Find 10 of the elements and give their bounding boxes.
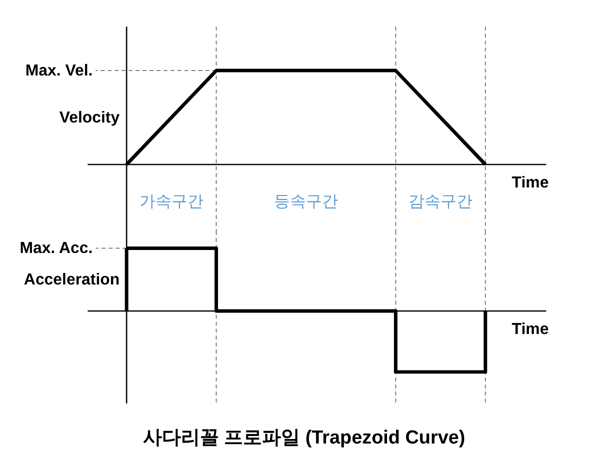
annotation: Max. Acc.	[20, 240, 93, 258]
text: 사다리꼴 프로파일 (Trapezoid Curve)	[142, 427, 466, 448]
x-axis-title: Time	[512, 320, 549, 338]
x-tick-label: 가속구간	[139, 191, 204, 210]
y-axis-title: Velocity	[59, 110, 120, 126]
annotation: Max. Vel.	[25, 62, 93, 80]
x-axis-title: Time	[512, 174, 549, 192]
x-tick-label: 등속구간	[274, 191, 338, 210]
x-tick-label: 감속구간	[408, 191, 473, 210]
y-axis-title: Acceleration	[24, 272, 120, 289]
